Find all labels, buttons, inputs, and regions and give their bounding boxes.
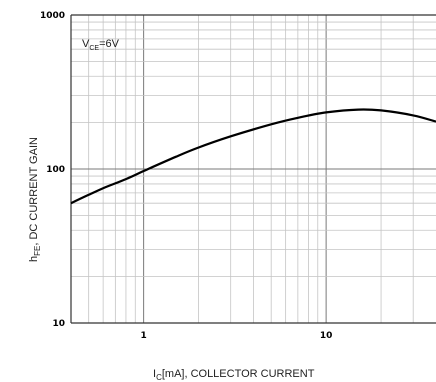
plot-frame xyxy=(70,14,436,324)
x-tick-label: 10 xyxy=(320,331,333,341)
series-line xyxy=(70,108,436,205)
y-tick-label: 100 xyxy=(46,165,65,175)
tick-labels: 1000 100 10 1 10 xyxy=(40,11,332,341)
y-tick-label: 1000 xyxy=(40,11,65,21)
vce-annotation: VCE=6V xyxy=(82,38,120,52)
grid xyxy=(71,15,436,323)
x-axis-label: IC[mA], COLLECTOR CURRENT xyxy=(153,368,315,382)
y-tick-label: 10 xyxy=(52,319,65,329)
x-tick-label: 1 xyxy=(140,331,146,341)
y-axis-label: hFE, DC CURRENT GAIN xyxy=(28,137,42,262)
